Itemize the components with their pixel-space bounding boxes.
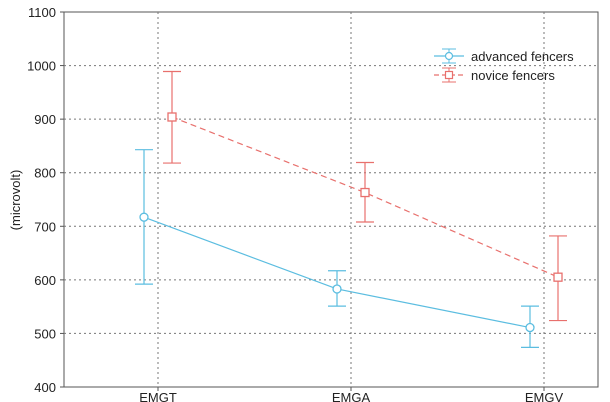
data-point xyxy=(139,212,149,222)
data-point xyxy=(553,272,563,282)
legend-label: novice fencers xyxy=(471,68,555,83)
y-tick-label: 700 xyxy=(34,219,56,234)
y-tick-label: 1000 xyxy=(27,59,56,74)
plot-area xyxy=(63,11,599,388)
legend-item: novice fencers xyxy=(434,67,555,83)
y-tick-label: 800 xyxy=(34,166,56,181)
data-point xyxy=(525,322,535,333)
legend-item: advanced fencers xyxy=(434,48,574,64)
data-point xyxy=(332,284,342,294)
x-tick-label: EMGT xyxy=(139,390,177,402)
x-tick-label: EMGV xyxy=(525,390,564,402)
legend-marker xyxy=(444,70,454,80)
series-novice-fencers xyxy=(163,70,567,322)
series-advanced-fencers xyxy=(135,149,539,348)
legend-marker xyxy=(444,51,454,61)
grid xyxy=(64,12,598,387)
y-tick-label: 500 xyxy=(34,326,56,341)
y-tick-label: 600 xyxy=(34,273,56,288)
y-tick-label: 400 xyxy=(34,380,56,395)
x-axis-ticks: EMGT EMGA EMGV xyxy=(139,387,563,402)
legend: advanced fencers novice fencers xyxy=(434,48,574,83)
data-point xyxy=(167,112,177,122)
y-tick-label: 900 xyxy=(34,112,56,127)
data-point xyxy=(360,187,370,198)
series-group xyxy=(135,70,567,348)
x-tick-label: EMGA xyxy=(332,390,371,402)
y-axis-title: (microvolt) xyxy=(8,170,23,231)
y-tick-label: 1100 xyxy=(28,5,56,20)
y-axis-ticks: 400 500 600 700 800 900 1000 1100 xyxy=(27,5,64,395)
legend-label: advanced fencers xyxy=(471,49,574,64)
